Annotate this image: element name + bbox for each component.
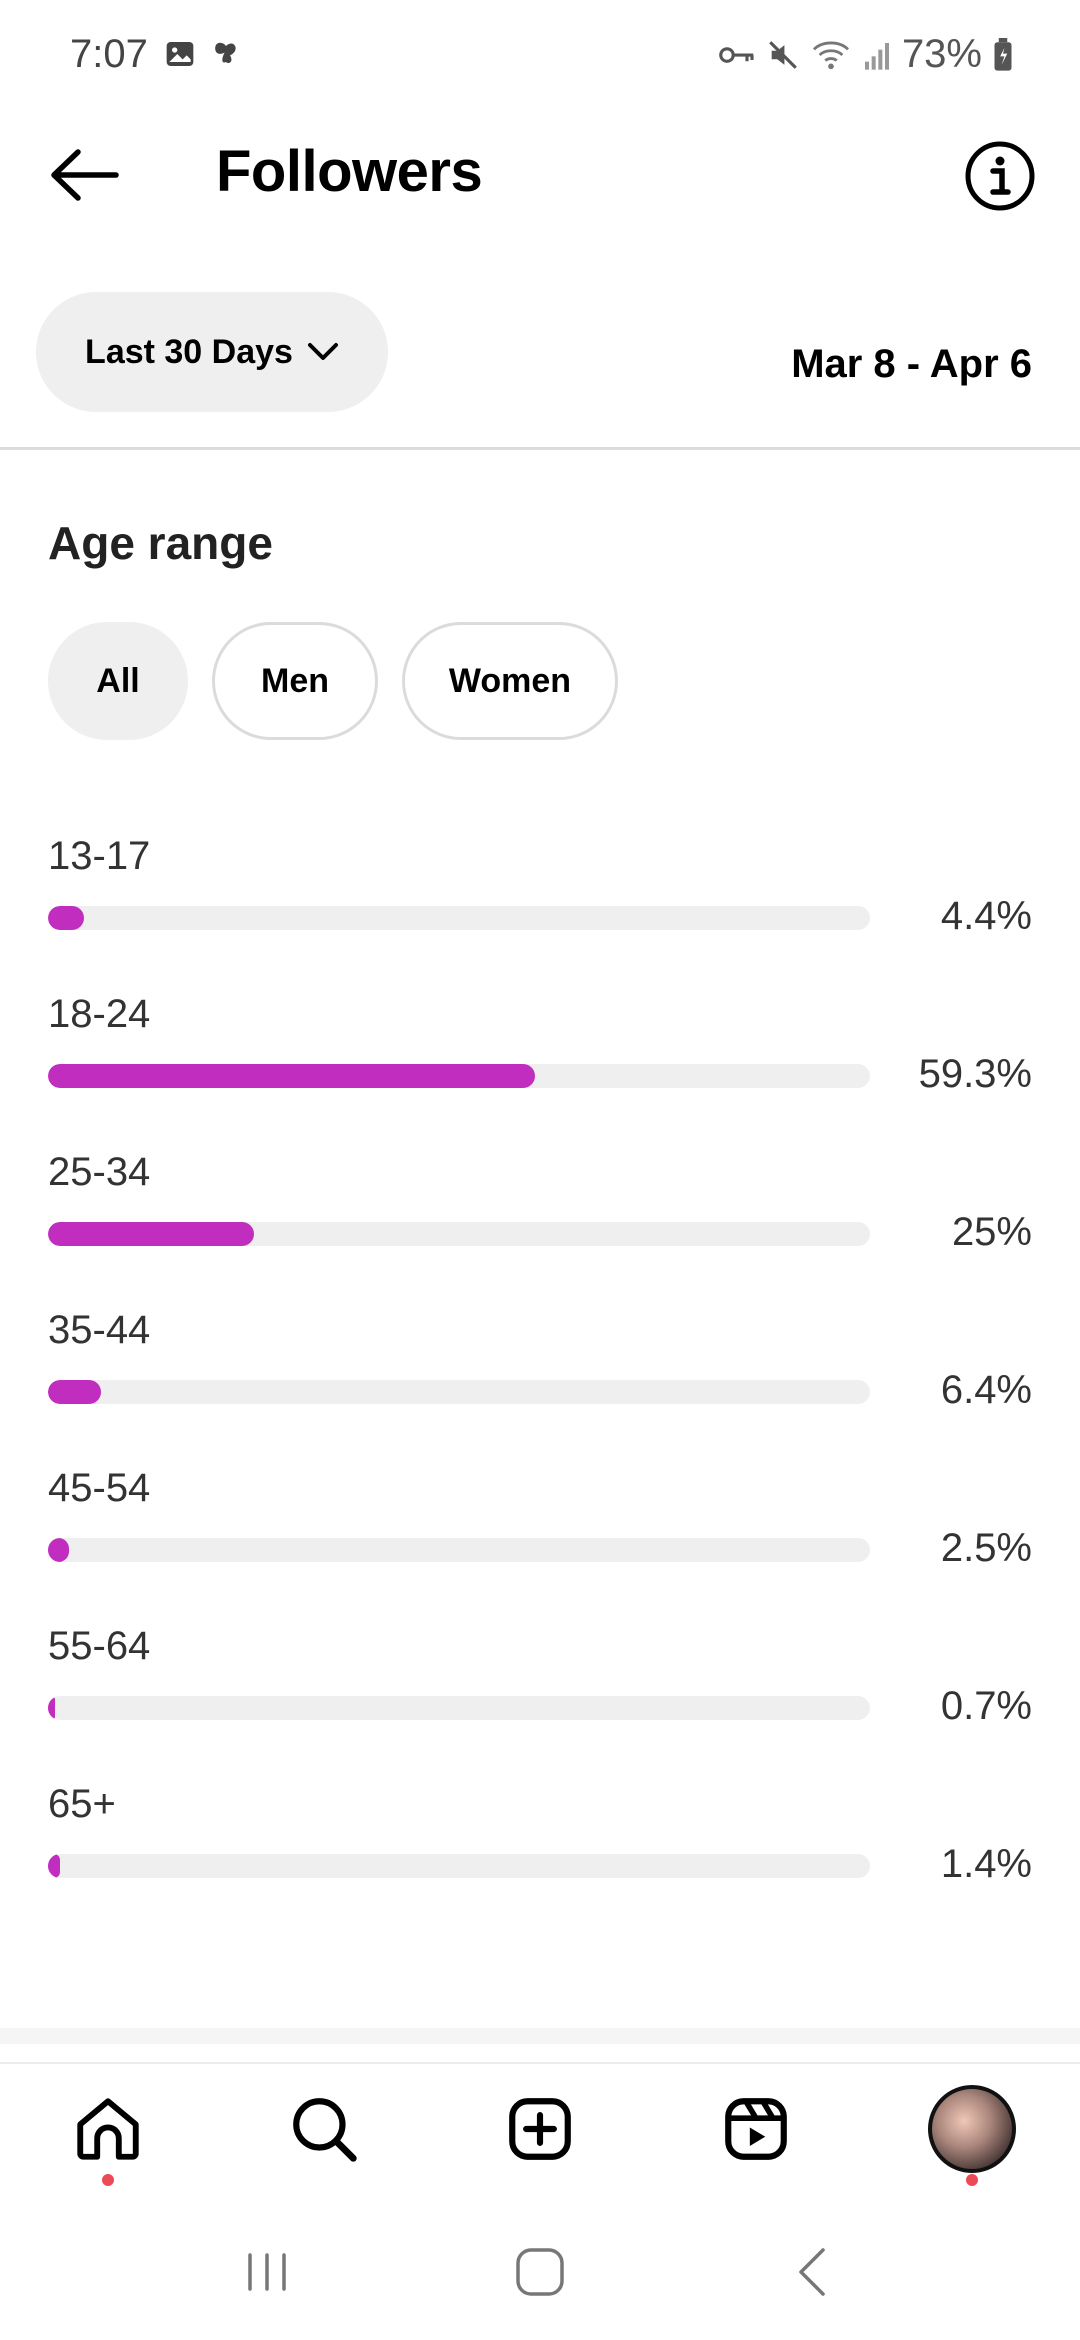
age-label: 55-64 xyxy=(48,1624,151,1668)
range-label: Last 30 Days xyxy=(85,332,293,371)
info-button[interactable] xyxy=(958,134,1042,218)
arrow-left-icon xyxy=(51,149,119,201)
back-button[interactable] xyxy=(44,140,124,210)
age-row: 55-64 0.7% xyxy=(48,1616,1032,1774)
age-label: 45-54 xyxy=(48,1466,151,1510)
bar-fill xyxy=(48,906,85,930)
segment-all[interactable]: All xyxy=(48,622,188,740)
age-percent: 0.7% xyxy=(940,1684,1032,1728)
age-label: 35-44 xyxy=(48,1308,151,1352)
age-row: 45-54 2.5% xyxy=(48,1458,1032,1616)
status-right-icons: 73% xyxy=(718,32,1014,77)
image-icon xyxy=(166,42,194,66)
age-label: 18-24 xyxy=(48,992,151,1036)
system-nav-bar xyxy=(0,2204,1080,2340)
header: Followers xyxy=(0,110,1080,240)
bar-fill xyxy=(48,1222,254,1246)
status-time: 7:07 xyxy=(70,32,148,76)
back-system-button[interactable] xyxy=(753,2222,873,2322)
butterfly-icon xyxy=(215,42,236,64)
segment-women[interactable]: Women xyxy=(402,622,618,740)
divider xyxy=(0,447,1080,450)
age-label: 25-34 xyxy=(48,1150,151,1194)
nav-profile[interactable] xyxy=(864,2064,1080,2194)
age-row: 13-17 4.4% xyxy=(48,826,1032,984)
recents-icon xyxy=(247,2253,286,2291)
bar-track xyxy=(48,906,870,930)
bottom-nav xyxy=(0,2064,1080,2194)
section-title: Age range xyxy=(48,517,273,569)
age-percent: 59.3% xyxy=(918,1052,1032,1096)
age-label: 65+ xyxy=(48,1782,116,1826)
segment-men[interactable]: Men xyxy=(212,622,378,740)
battery-percent: 73% xyxy=(901,32,982,76)
date-range-dropdown[interactable]: Last 30 Days xyxy=(36,292,388,412)
home-square-icon xyxy=(516,2248,564,2296)
nav-home[interactable] xyxy=(0,2064,216,2194)
home-system-button[interactable] xyxy=(480,2222,600,2322)
notification-dot xyxy=(102,2174,114,2186)
status-bar: 7:07 73% xyxy=(0,0,1080,110)
bar-fill xyxy=(48,1538,69,1562)
bar-track xyxy=(48,1696,870,1720)
bar-track xyxy=(48,1064,870,1088)
create-icon xyxy=(509,2098,571,2160)
wifi-icon xyxy=(812,41,849,69)
vpn-key-icon xyxy=(719,46,754,63)
bar-fill xyxy=(48,1380,101,1404)
battery-icon xyxy=(994,37,1012,71)
gender-segment-control: All Men Women xyxy=(48,622,618,740)
back-chevron-icon xyxy=(799,2248,826,2296)
age-row: 25-34 25% xyxy=(48,1142,1032,1300)
age-row: 35-44 6.4% xyxy=(48,1300,1032,1458)
age-percent: 25% xyxy=(951,1210,1032,1254)
bar-track xyxy=(48,1222,870,1246)
nav-create[interactable] xyxy=(432,2064,648,2194)
bar-track xyxy=(48,1538,870,1562)
info-icon xyxy=(965,141,1035,211)
bar-fill xyxy=(48,1854,60,1878)
bar-track xyxy=(48,1854,870,1878)
nav-divider xyxy=(0,2062,1080,2064)
date-range-text: Mar 8 - Apr 6 xyxy=(791,342,1032,386)
section-divider xyxy=(0,2028,1080,2044)
search-icon xyxy=(293,2098,357,2162)
signal-icon xyxy=(864,42,889,70)
nav-search[interactable] xyxy=(216,2064,432,2194)
recents-button[interactable] xyxy=(207,2222,327,2322)
notification-dot xyxy=(966,2174,978,2186)
age-percent: 2.5% xyxy=(940,1526,1032,1570)
bar-fill xyxy=(48,1064,536,1088)
age-percent: 6.4% xyxy=(940,1368,1032,1412)
mute-icon xyxy=(769,40,797,69)
age-row: 18-24 59.3% xyxy=(48,984,1032,1142)
age-percent: 1.4% xyxy=(940,1842,1032,1886)
reels-icon xyxy=(725,2098,787,2160)
age-label: 13-17 xyxy=(48,834,151,878)
home-icon xyxy=(77,2098,139,2160)
age-row: 65+ 1.4% xyxy=(48,1774,1032,1932)
age-range-chart: 13-17 4.4% 18-24 59.3% 25-34 25% 35-44 6.4% 45-5… xyxy=(48,826,1032,1932)
bar-fill xyxy=(48,1696,55,1720)
nav-reels[interactable] xyxy=(648,2064,864,2194)
age-percent: 4.4% xyxy=(940,894,1032,938)
page-title: Followers xyxy=(216,139,483,204)
status-left-icons xyxy=(164,38,242,70)
bar-track xyxy=(48,1380,870,1404)
chevron-down-icon xyxy=(307,343,338,360)
profile-avatar xyxy=(928,2085,1016,2173)
